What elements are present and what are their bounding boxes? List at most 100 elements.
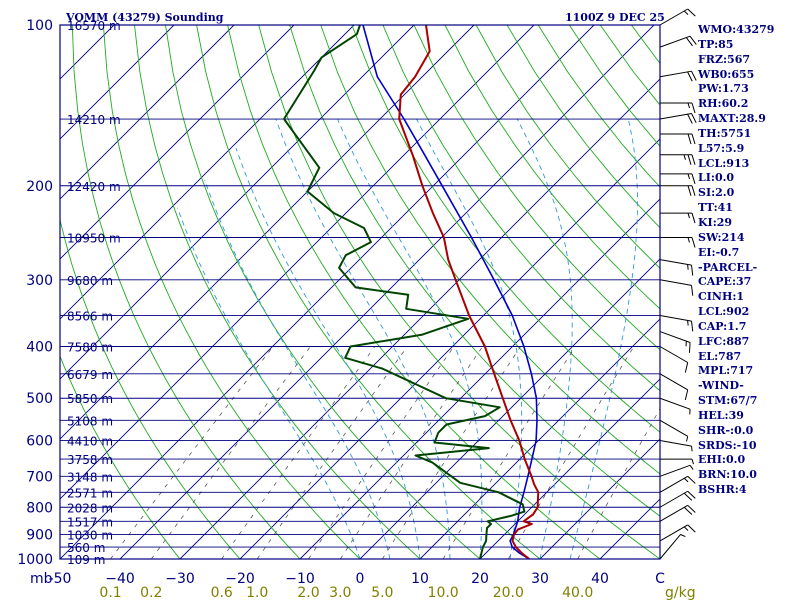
- height-tick-label: 5850 m: [67, 392, 113, 406]
- wind-barbs: [659, 8, 697, 560]
- isotherm-line: [60, 25, 175, 140]
- index-value: CINH:1: [698, 290, 745, 304]
- wind-barb: [660, 173, 696, 184]
- moist-adiabat-line: [235, 147, 421, 559]
- index-value: WB0:655: [698, 67, 755, 81]
- index-value: EHI:0.0: [698, 453, 746, 467]
- index-value: FRZ:567: [698, 52, 751, 66]
- index-value: SI:2.0: [698, 186, 735, 200]
- index-value: BSHR:4: [698, 483, 747, 497]
- isotherm-line: [359, 258, 660, 559]
- mixing-ratio-tick-label: 3.0: [329, 585, 351, 600]
- observation-time: 1100Z 9 DEC 25: [565, 11, 665, 24]
- pressure-tick-label: 900: [26, 528, 53, 544]
- wind-barb: [660, 102, 696, 114]
- height-tick-label: 2028 m: [67, 501, 113, 515]
- wind-barb: [659, 504, 696, 522]
- moist-adiabat-line: [516, 118, 573, 559]
- temperature-tick-label: −40: [105, 571, 135, 587]
- pressure-tick-label: 400: [26, 340, 53, 356]
- index-value: LCL:913: [698, 156, 750, 170]
- mixing-ratio-tick-label: 0.1: [99, 585, 121, 600]
- mixing-ratio-tick-label: 20.0: [493, 585, 524, 600]
- wind-barb: [659, 534, 686, 560]
- temperature-tick-label: -50: [49, 571, 72, 587]
- wind-barb: [659, 490, 696, 508]
- index-value: BRN:10.0: [698, 468, 757, 482]
- isotherm-line: [60, 25, 355, 320]
- index-value: LI:0.0: [698, 171, 735, 185]
- pressure-tick-label: 600: [26, 434, 53, 450]
- isotherm-line: [60, 25, 535, 500]
- mixing-ratio-tick-label: 1.0: [246, 585, 268, 600]
- isotherm-line: [60, 25, 235, 200]
- wind-barb: [660, 212, 696, 224]
- wind-barb: [659, 35, 697, 48]
- wind-barb: [659, 8, 696, 26]
- isotherm-line: [60, 25, 595, 559]
- pressure-tick-label: 100: [26, 18, 53, 34]
- wind-barb: [659, 419, 689, 442]
- isotherm-line: [60, 25, 295, 260]
- isotherm-line: [60, 25, 415, 380]
- height-tick-label: 2571 m: [67, 486, 113, 500]
- mixing-ratio-tick-label: 0.6: [211, 585, 233, 600]
- wind-barb: [659, 373, 689, 401]
- height-tick-label: 9680 m: [67, 274, 113, 288]
- isotherm-line: [60, 25, 475, 440]
- temperature-tick-label: 10: [411, 571, 429, 587]
- wind-barb: [660, 458, 694, 465]
- wind-barb: [660, 236, 696, 248]
- height-tick-label: 4410 m: [67, 435, 113, 449]
- index-value: RH:60.2: [698, 97, 749, 111]
- wind-barb: [660, 133, 696, 145]
- temperature-tick-label: 40: [591, 571, 609, 587]
- wind-barb: [659, 475, 696, 493]
- profile-lines: [283, 25, 540, 559]
- wind-barb: [660, 154, 696, 165]
- pressure-tick-label: 800: [26, 500, 53, 516]
- index-value: KI:29: [698, 215, 733, 229]
- temperature-line: [398, 25, 540, 559]
- height-tick-label: 7580 m: [67, 341, 113, 355]
- height-tick-label: 3758 m: [67, 453, 113, 467]
- wind-barb: [659, 464, 694, 477]
- wind-barb: [659, 112, 697, 124]
- pressure-unit-label: mb: [30, 571, 53, 587]
- height-tick-label: 14210 m: [67, 113, 121, 127]
- background-grid: [60, 25, 660, 559]
- height-tick-label: 10950 m: [67, 231, 121, 245]
- temperature-tick-label: −10: [285, 571, 315, 587]
- pressure-tick-label: 700: [26, 469, 53, 485]
- temperature-tick-label: 20: [471, 571, 489, 587]
- height-tick-label: 560 m: [67, 541, 105, 555]
- wind-barb: [659, 259, 694, 276]
- moist-adiabat-line: [204, 179, 391, 559]
- height-tick-label: 109 m: [67, 553, 105, 567]
- dewpoint-line: [283, 25, 526, 559]
- wind-barb: [659, 440, 693, 452]
- mixing-ratio-tick-label: 40.0: [562, 585, 593, 600]
- isotherm-line: [479, 378, 660, 559]
- wind-barb: [660, 185, 696, 196]
- index-value: STM:67/7: [698, 394, 758, 408]
- index-value: SRDS:-10: [698, 438, 757, 452]
- moist-adiabat-line: [569, 118, 638, 559]
- pressure-tick-label: 200: [26, 179, 53, 195]
- index-value: LCL:902: [698, 305, 750, 319]
- height-tick-label: 1517 m: [67, 515, 113, 529]
- index-value: SHR-:0.0: [698, 423, 754, 437]
- mixing-ratio-tick-label: 10.0: [428, 585, 459, 600]
- indices-panel: WMO:43279 TP:85 FRZ:567 WB0:655 PW:1.73 RH:60…: [698, 23, 798, 498]
- wind-barb: [659, 524, 696, 542]
- station-title: VOMM (43279) Sounding: [65, 11, 224, 24]
- isotherm-line: [239, 138, 660, 559]
- index-value: -WIND-: [698, 379, 744, 393]
- index-value: EI:-0.7: [698, 245, 740, 259]
- mixing-ratio-tick-label: 0.2: [140, 585, 162, 600]
- height-tick-label: 12420 m: [67, 180, 121, 194]
- height-tick-label: 5108 m: [67, 414, 113, 428]
- isotherm-line: [299, 198, 660, 559]
